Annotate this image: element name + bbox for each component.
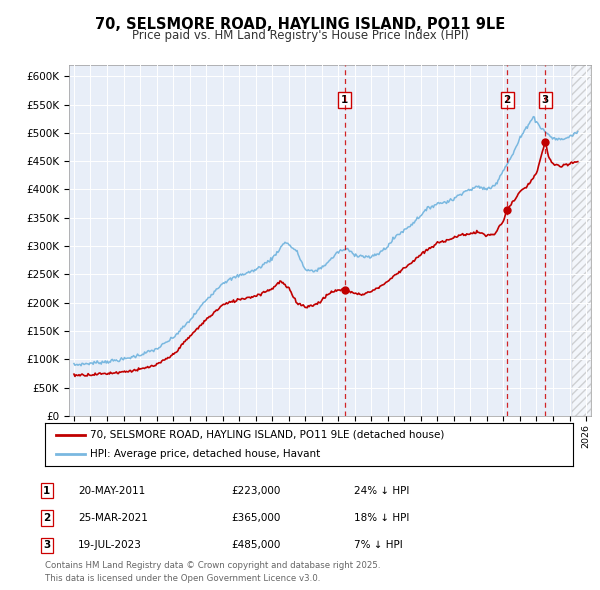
Text: HPI: Average price, detached house, Havant: HPI: Average price, detached house, Hava… [90,450,320,460]
Text: 1: 1 [341,95,348,105]
Text: 7% ↓ HPI: 7% ↓ HPI [354,540,403,550]
Text: 1: 1 [43,486,50,496]
Text: 18% ↓ HPI: 18% ↓ HPI [354,513,409,523]
Text: 19-JUL-2023: 19-JUL-2023 [78,540,142,550]
Text: £223,000: £223,000 [231,486,280,496]
Text: Price paid vs. HM Land Registry's House Price Index (HPI): Price paid vs. HM Land Registry's House … [131,30,469,42]
Bar [572,65,591,416]
Text: 70, SELSMORE ROAD, HAYLING ISLAND, PO11 9LE: 70, SELSMORE ROAD, HAYLING ISLAND, PO11 … [95,17,505,31]
Text: 24% ↓ HPI: 24% ↓ HPI [354,486,409,496]
Text: £365,000: £365,000 [231,513,280,523]
Text: £485,000: £485,000 [231,540,280,550]
Text: 70, SELSMORE ROAD, HAYLING ISLAND, PO11 9LE (detached house): 70, SELSMORE ROAD, HAYLING ISLAND, PO11 … [90,430,444,440]
Text: Contains HM Land Registry data © Crown copyright and database right 2025.: Contains HM Land Registry data © Crown c… [45,561,380,570]
Text: 20-MAY-2011: 20-MAY-2011 [78,486,145,496]
Text: 2: 2 [503,95,511,105]
Text: 3: 3 [542,95,549,105]
Text: 25-MAR-2021: 25-MAR-2021 [78,513,148,523]
Text: 2: 2 [43,513,50,523]
Text: This data is licensed under the Open Government Licence v3.0.: This data is licensed under the Open Gov… [45,574,320,583]
Text: 3: 3 [43,540,50,550]
